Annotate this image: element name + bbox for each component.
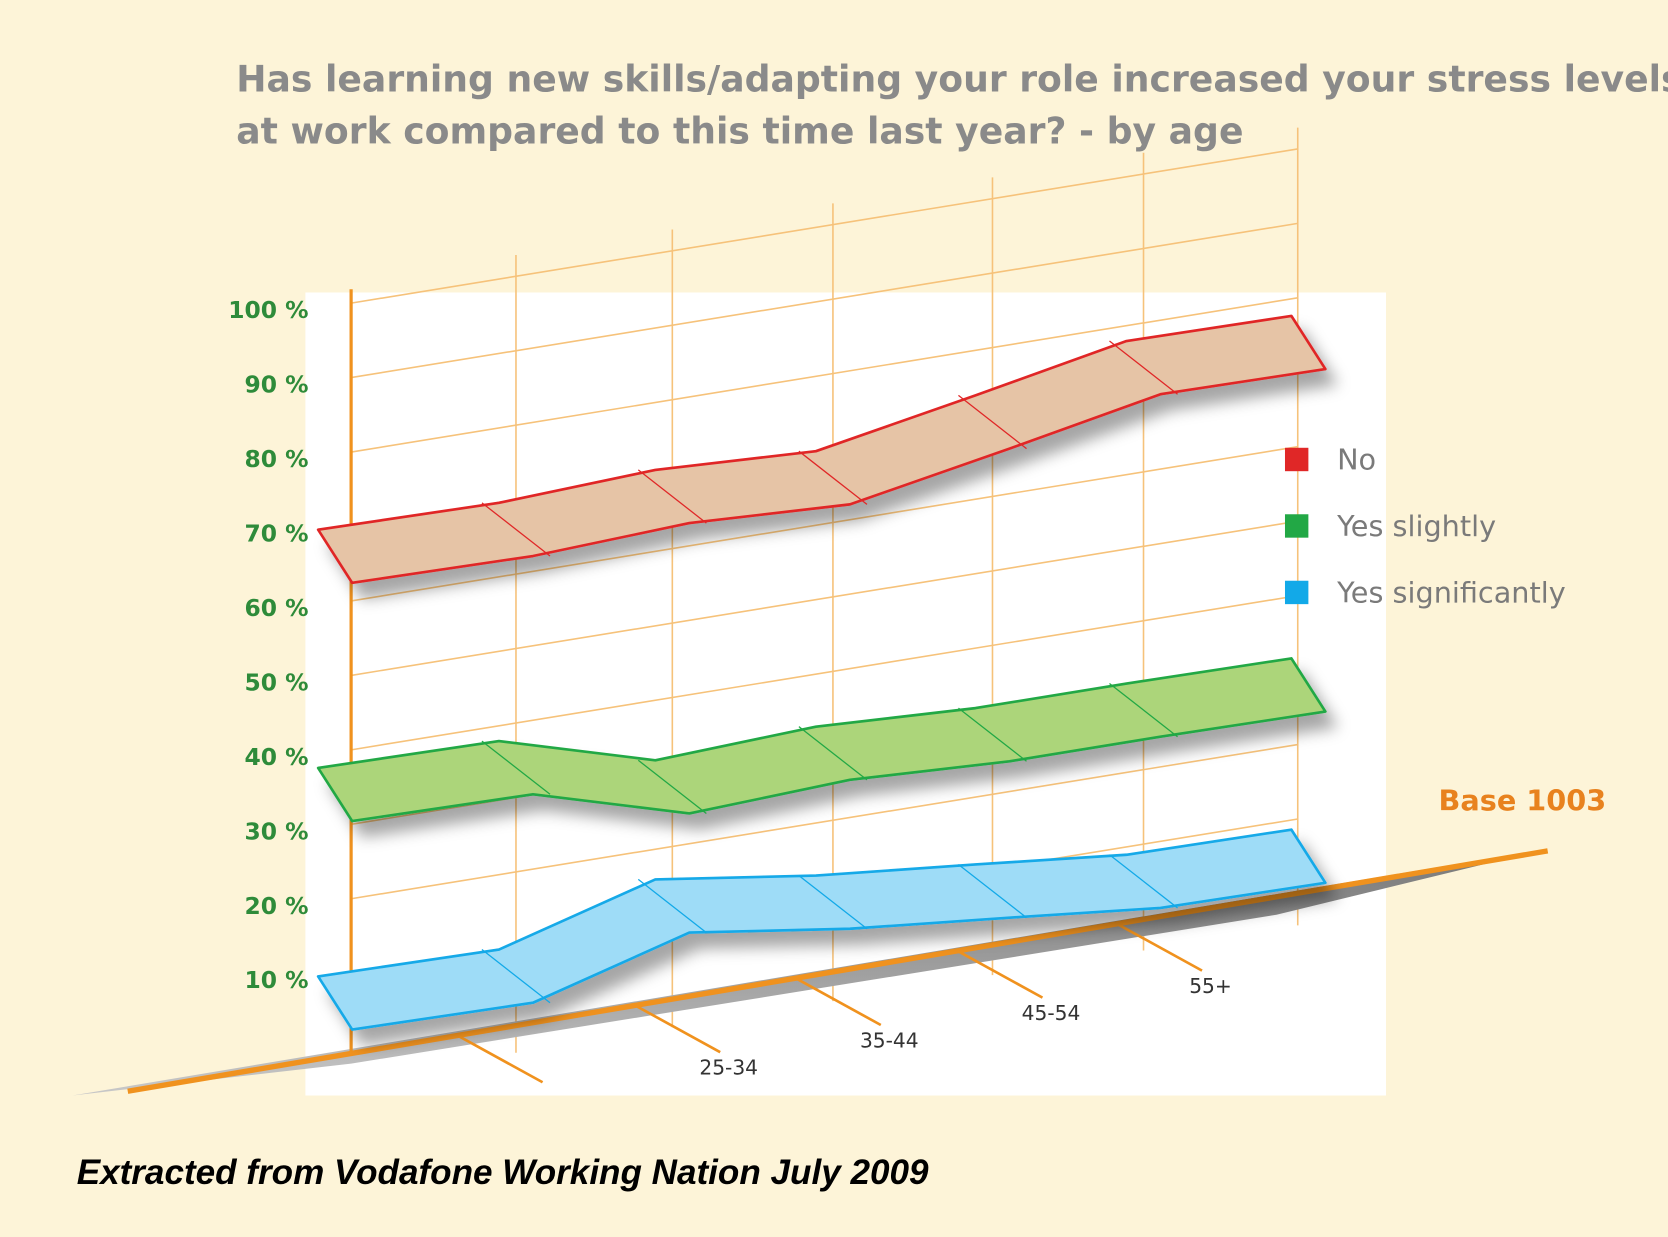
plot: 25-34 35-44 45-54 55+ No Yes slightly Yes sign… — [316, 314, 1566, 1084]
y-tick-label: 100 % — [228, 296, 308, 324]
x-tick — [456, 1034, 544, 1084]
ribbon-vertex — [798, 726, 868, 781]
grid-line — [350, 297, 1298, 453]
ribbon-vertex — [958, 394, 1027, 450]
ribbon-vertex — [798, 450, 868, 505]
legend-label: Yes significantly — [1336, 576, 1566, 610]
x-tick-label: 55+ — [1189, 974, 1232, 998]
ribbon — [316, 657, 1327, 823]
x-tick-label: 45-54 — [1022, 1001, 1081, 1025]
x-tick-label: 25-34 — [699, 1056, 758, 1080]
ribbon-vertex — [958, 707, 1027, 762]
ribbon — [316, 828, 1327, 1031]
ribbon-vertex — [481, 949, 551, 1004]
chart-title: at work compared to this time last year?… — [236, 110, 1243, 153]
y-tick-label: 30 % — [244, 817, 308, 845]
x-tick — [956, 949, 1044, 999]
x-tick — [795, 977, 882, 1027]
ribbon-vertex — [1109, 340, 1178, 395]
y-tick-label: 10 % — [244, 966, 308, 994]
x-tick — [1116, 922, 1203, 972]
ribbon-vertex — [798, 875, 868, 930]
legend-label: Yes slightly — [1336, 509, 1496, 543]
y-tick-label: 20 % — [244, 892, 308, 920]
grid-line — [350, 445, 1298, 602]
legend-swatch — [1284, 447, 1309, 472]
grid-line — [350, 148, 1298, 304]
y-tick-label: 80 % — [244, 445, 308, 473]
y-tick-label: 50 % — [244, 668, 308, 696]
chart-title: Has learning new skills/adapting your ro… — [236, 57, 1668, 100]
floor-axis — [127, 848, 1549, 1094]
legend-label: No — [1337, 443, 1376, 477]
y-tick-label: 90 % — [244, 371, 308, 399]
annotation: Base 1003 — [1439, 783, 1607, 817]
ribbon-vertex — [637, 759, 707, 814]
x-tick-label: 35-44 — [860, 1029, 919, 1053]
grid-line — [350, 594, 1298, 751]
ribbon-vertex — [637, 878, 707, 934]
ribbon-vertex — [1109, 683, 1178, 738]
grid-line — [350, 520, 1298, 677]
grid-line — [350, 222, 1298, 379]
x-tick — [634, 1004, 721, 1054]
legend-swatch — [1284, 514, 1309, 538]
ribbon — [316, 314, 1327, 585]
y-tick-label: 40 % — [244, 743, 308, 771]
ribbon-vertex — [958, 863, 1027, 919]
grid: 10 % 20 % 30 % 40 % 50 % 60 % 70 % 80 % 90 % 100 … — [228, 127, 1299, 1053]
source: Extracted from Vodafone Working Nation J… — [77, 1153, 929, 1192]
ribbon-vertex — [481, 502, 551, 557]
ribbon-vertex — [481, 740, 551, 795]
legend-swatch — [1284, 580, 1309, 605]
grid-line — [350, 743, 1298, 900]
y-tick-label: 60 % — [244, 594, 308, 622]
ribbon-vertex — [1109, 854, 1178, 909]
ribbon-vertex — [637, 469, 707, 524]
y-tick-label: 70 % — [244, 520, 308, 548]
